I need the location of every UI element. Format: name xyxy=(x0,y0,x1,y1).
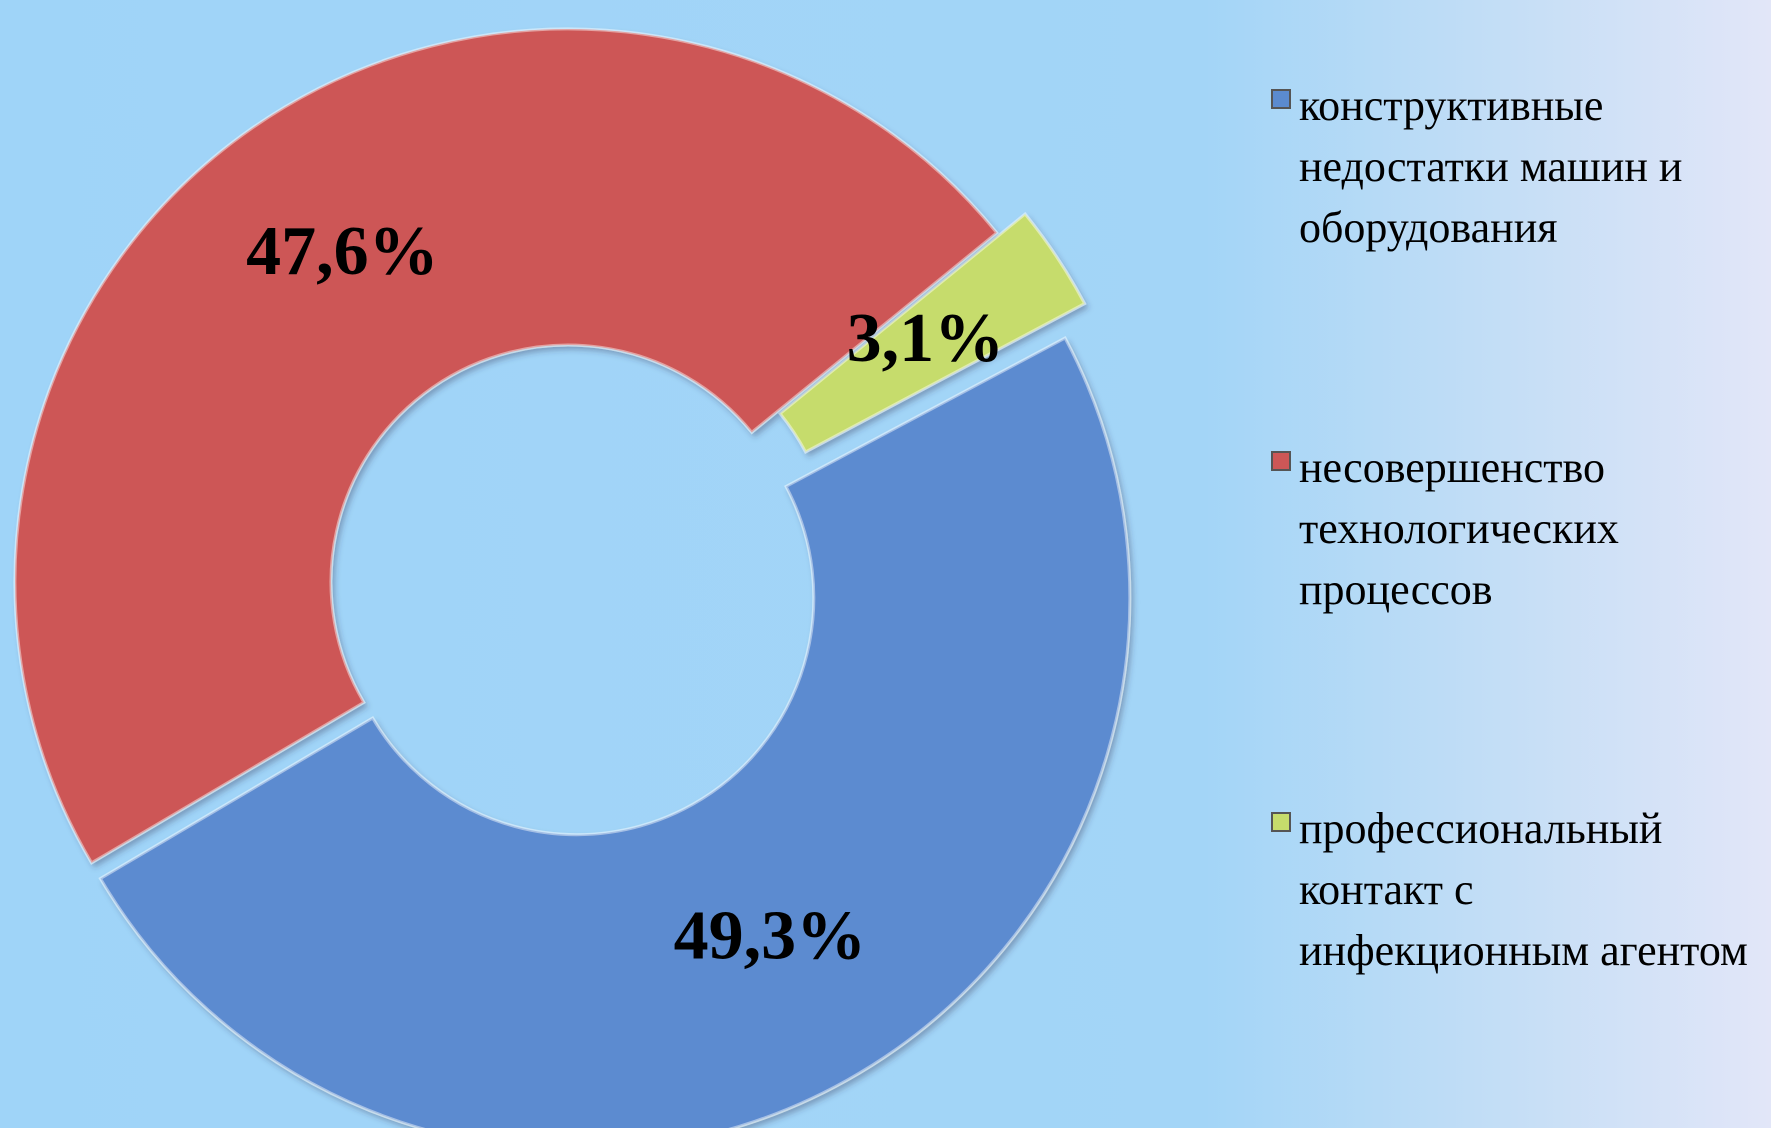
legend-label: несовершенство технологических процессов xyxy=(1299,443,1619,614)
legend-item: конструктивные недостатки машин и оборуд… xyxy=(1271,75,1766,258)
donut-slice xyxy=(98,336,1132,1128)
legend-swatch xyxy=(1271,812,1291,832)
donut-slice xyxy=(13,27,999,865)
legend-item: профессиональный контакт с инфекционным … xyxy=(1271,798,1766,981)
legend-label: конструктивные недостатки машин и оборуд… xyxy=(1299,81,1683,252)
data-label: 3,1% xyxy=(847,300,1005,377)
legend-label: профессиональный контакт с инфекционным … xyxy=(1299,804,1748,975)
legend-item: несовершенство технологических процессов xyxy=(1271,437,1766,620)
legend-swatch xyxy=(1271,451,1291,471)
data-label: 47,6% xyxy=(246,213,439,290)
data-label: 49,3% xyxy=(674,897,867,974)
donut-slice xyxy=(777,211,1087,454)
legend-swatch xyxy=(1271,89,1291,109)
